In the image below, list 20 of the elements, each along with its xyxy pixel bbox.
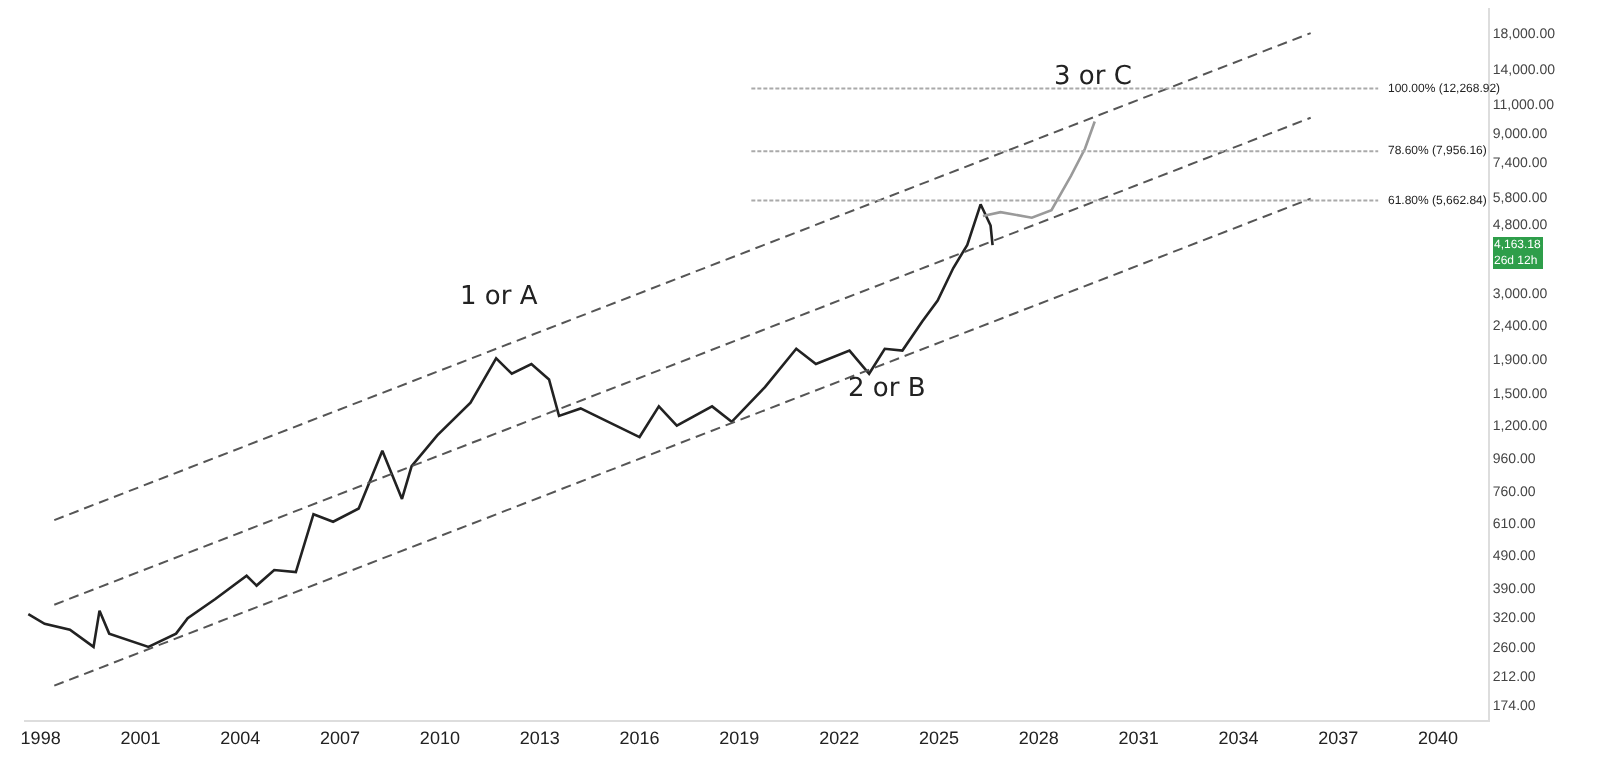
- line-series: [981, 120, 1097, 220]
- x-tick-label: 2022: [819, 727, 860, 748]
- x-tick-label: 2040: [1418, 727, 1459, 748]
- x-tick-label: 2025: [918, 727, 960, 748]
- x-tick-label: 1998: [20, 727, 61, 748]
- x-tick-label: 2010: [419, 727, 460, 748]
- x-tick-label: 2037: [1318, 727, 1359, 748]
- x-tick-label: 2019: [719, 727, 760, 748]
- annotation: 3 or C: [1054, 62, 1132, 92]
- annotation: 1 or A: [460, 282, 538, 312]
- x-tick-label: 2028: [1018, 727, 1059, 748]
- x-tick-label: 2031: [1118, 727, 1159, 748]
- x-tick-label: 2034: [1218, 727, 1259, 748]
- x-tick-label: 2004: [220, 727, 261, 748]
- annotation: 2 or B: [848, 374, 926, 404]
- line-series: [27, 203, 994, 649]
- x-tick-label: 2007: [320, 727, 361, 748]
- x-tick-label: 2001: [120, 727, 161, 748]
- x-tick-label: 2013: [519, 727, 560, 748]
- x-tick-label: 2016: [619, 727, 660, 748]
